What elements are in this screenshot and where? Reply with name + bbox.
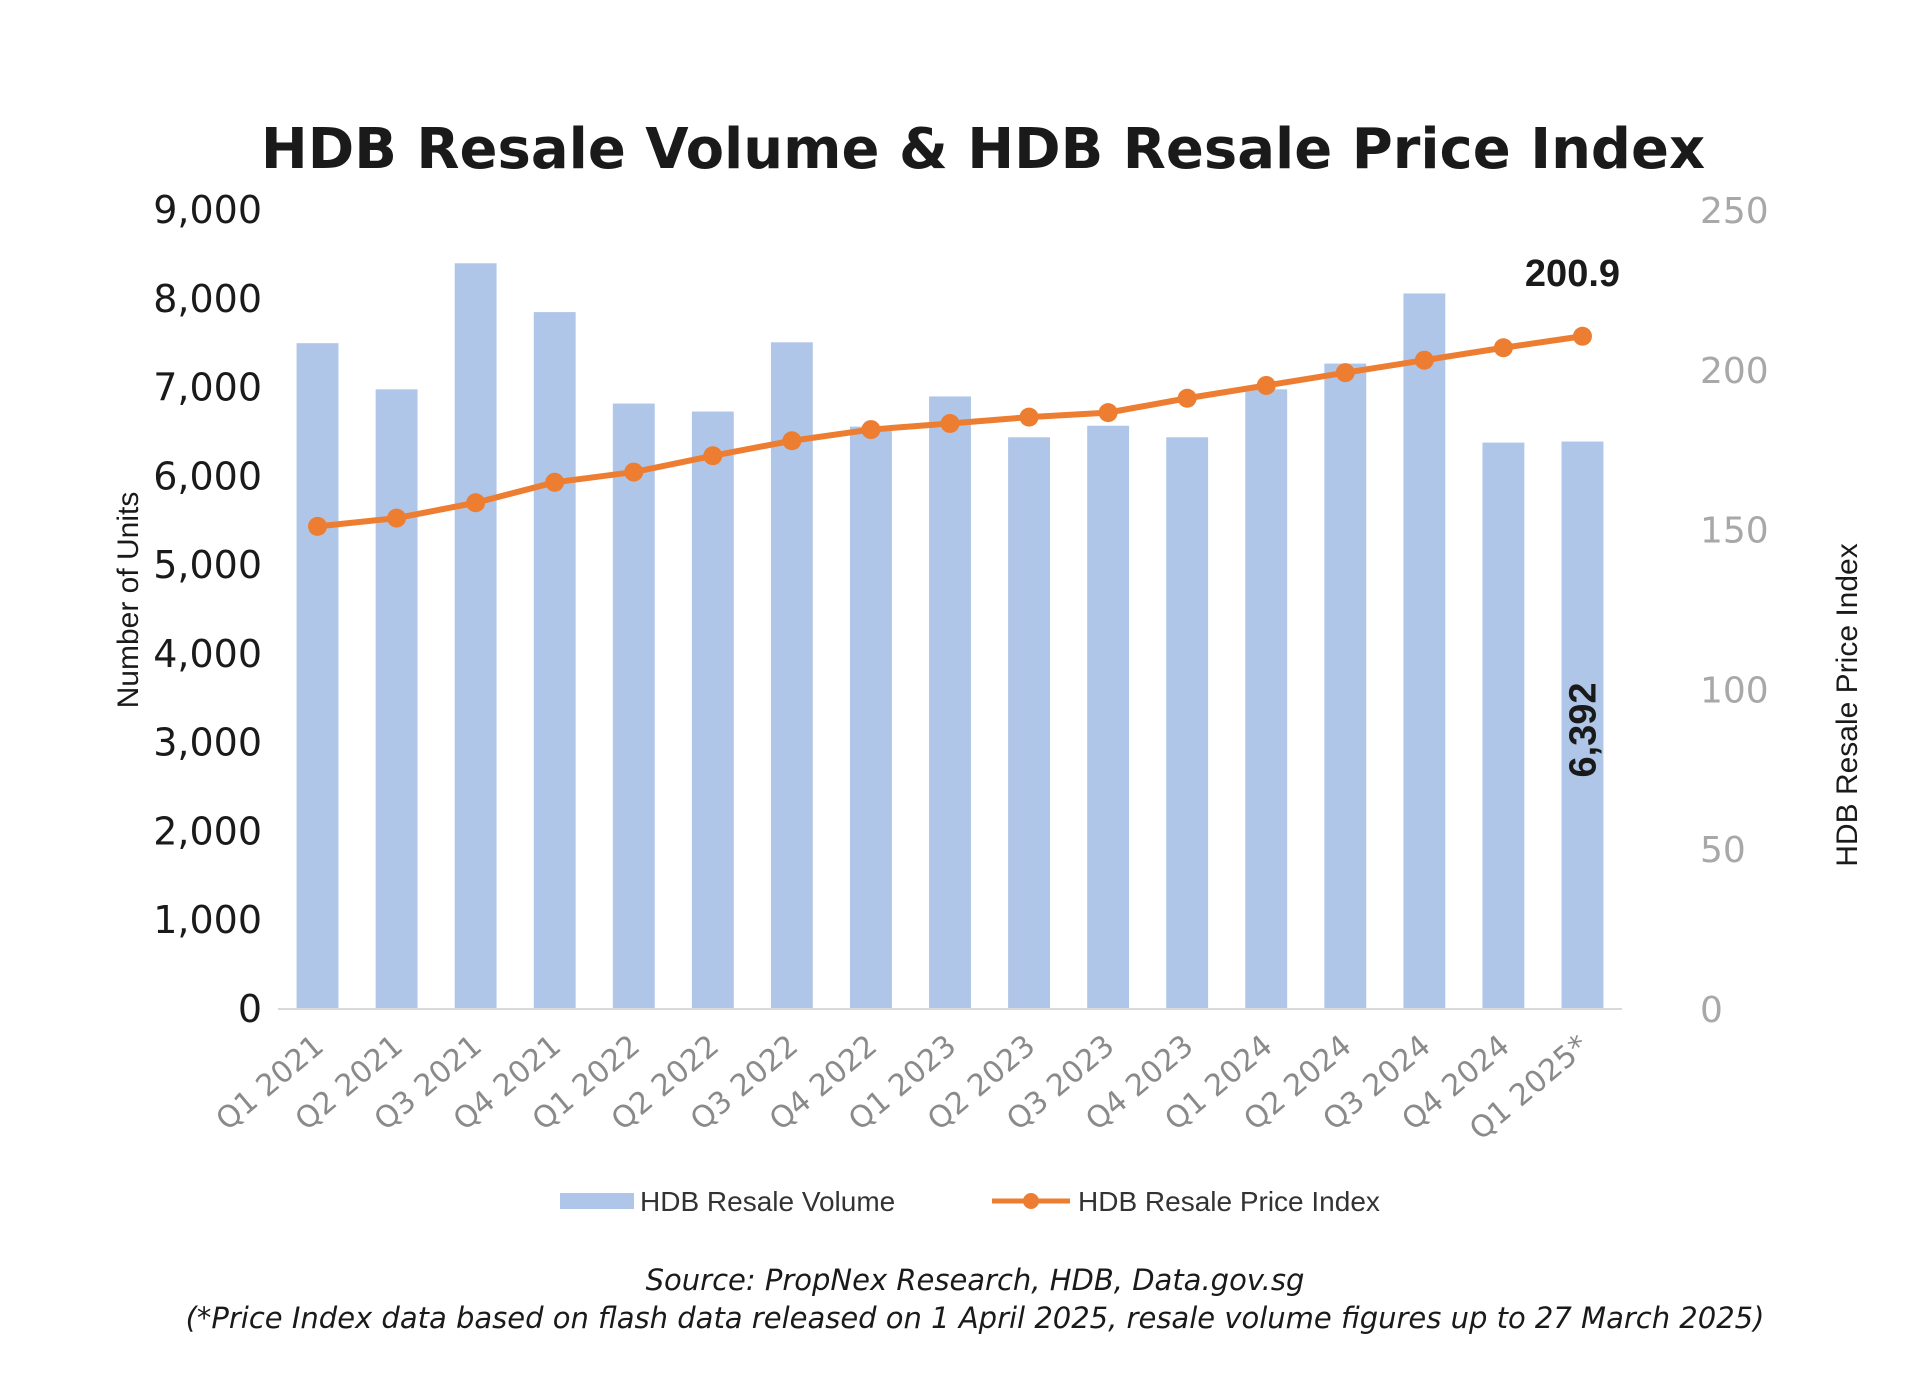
right-axis-label: HDB Resale Price Index	[1831, 543, 1864, 866]
bar-volume	[1324, 363, 1367, 1009]
price-index-point	[1256, 375, 1276, 395]
legend-label-volume: HDB Resale Volume	[640, 1186, 895, 1217]
left-axis-label: Number of Units	[112, 492, 145, 709]
bar-volume	[1245, 389, 1288, 1009]
bar-volume	[770, 342, 813, 1009]
price-index-point	[387, 508, 407, 528]
bar-volume	[375, 389, 418, 1009]
chart-title: HDB Resale Volume & HDB Resale Price Ind…	[261, 117, 1705, 182]
bar-volume	[612, 403, 655, 1010]
data-label-volume-last: 6,392	[1562, 682, 1604, 777]
left-tick-label: 5,000	[153, 543, 262, 587]
legend-swatch-volume	[560, 1193, 634, 1209]
right-tick-label: 100	[1700, 670, 1769, 711]
price-index-point	[545, 472, 565, 492]
price-index-point	[1177, 388, 1197, 408]
left-tick-label: 1,000	[153, 898, 262, 942]
bar-volume	[1561, 441, 1604, 1009]
left-tick-label: 6,000	[153, 454, 262, 498]
bar-volume	[533, 312, 576, 1009]
left-tick-label: 9,000	[153, 188, 262, 232]
legend-label-price-index: HDB Resale Price Index	[1078, 1186, 1380, 1217]
bar-series	[296, 263, 1604, 1010]
right-tick-label: 200	[1700, 351, 1769, 392]
price-index-point	[624, 462, 644, 482]
left-tick-label: 2,000	[153, 809, 262, 853]
price-index-point	[1572, 326, 1592, 346]
price-index-point	[1019, 407, 1039, 427]
price-index-point	[466, 493, 486, 513]
bar-volume	[1008, 437, 1051, 1009]
bar-volume	[1087, 425, 1130, 1010]
price-index-point	[1493, 338, 1513, 358]
right-axis-ticks: 0 50 100 150 200 250	[1700, 191, 1769, 1031]
left-axis-ticks: 0 1,000 2,000 3,000 4,000 5,000 6,000 7,000 8,00…	[153, 188, 262, 1031]
right-tick-label: 150	[1700, 511, 1769, 552]
line-series	[308, 326, 1592, 536]
bar-volume	[929, 396, 971, 1009]
left-tick-label: 8,000	[153, 277, 262, 321]
left-tick-label: 4,000	[153, 632, 262, 676]
source-footnote: (*Price Index data based on flash data r…	[186, 1301, 1765, 1335]
bar-volume	[691, 411, 734, 1010]
price-index-point	[308, 516, 328, 536]
price-index-point	[940, 413, 960, 433]
left-tick-label: 3,000	[153, 721, 262, 765]
price-index-point	[1414, 350, 1434, 370]
bar-volume	[849, 426, 892, 1009]
price-index-point	[782, 431, 802, 451]
price-index-point	[703, 446, 723, 466]
bar-volume	[454, 263, 497, 1009]
price-index-point	[1335, 363, 1355, 383]
data-label-price-index-last: 200.9	[1525, 253, 1620, 295]
bar-volume	[1403, 293, 1446, 1009]
left-tick-label: 0	[238, 987, 262, 1031]
bar-volume	[296, 343, 339, 1010]
right-tick-label: 50	[1700, 830, 1746, 871]
bar-volume	[1482, 442, 1525, 1009]
bar-volume	[1166, 437, 1209, 1009]
right-tick-label: 250	[1700, 191, 1769, 232]
legend-marker-price-index	[1023, 1193, 1039, 1209]
left-tick-label: 7,000	[153, 366, 262, 410]
price-index-point	[861, 420, 881, 440]
legend: HDB Resale Volume HDB Resale Price Index	[560, 1186, 1380, 1217]
right-tick-label: 0	[1700, 990, 1723, 1031]
price-index-point	[1098, 403, 1118, 423]
source-line: Source: PropNex Research, HDB, Data.gov.…	[646, 1263, 1305, 1297]
